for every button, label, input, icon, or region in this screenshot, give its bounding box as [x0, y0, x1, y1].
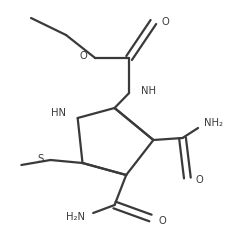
- Text: NH: NH: [140, 86, 155, 96]
- Text: H₂N: H₂N: [66, 212, 85, 222]
- Text: S: S: [37, 154, 43, 164]
- Text: O: O: [158, 216, 165, 226]
- Text: O: O: [160, 17, 168, 27]
- Text: HN: HN: [51, 108, 66, 118]
- Text: O: O: [79, 51, 87, 61]
- Text: NH₂: NH₂: [203, 118, 222, 128]
- Text: O: O: [194, 175, 202, 185]
